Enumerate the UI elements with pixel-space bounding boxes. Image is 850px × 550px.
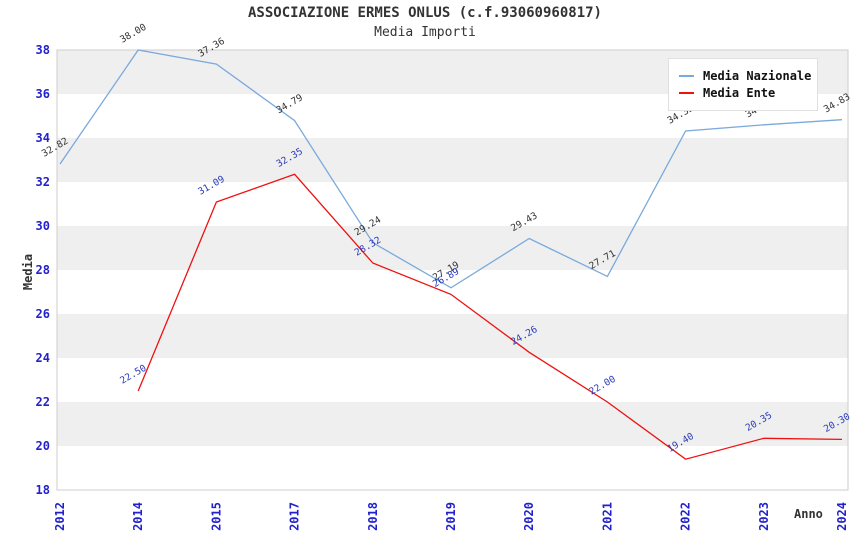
legend: Media Nazionale Media Ente xyxy=(668,58,818,111)
grid-band xyxy=(57,314,848,358)
chart-subtitle: Media Importi xyxy=(374,25,476,40)
y-tick-label: 24 xyxy=(36,351,50,365)
x-tick-label: 2020 xyxy=(522,502,536,531)
plot-border xyxy=(56,49,849,491)
x-tick-label: 2014 xyxy=(131,502,145,531)
value-label: 34.79 xyxy=(275,92,306,116)
chart-title: ASSOCIAZIONE ERMES ONLUS (c.f.9306096081… xyxy=(247,5,602,21)
x-tick-label: 2018 xyxy=(366,502,380,531)
y-axis-title: Media xyxy=(21,253,35,291)
legend-item-media-nazionale: Media Nazionale xyxy=(679,69,812,83)
value-label: 22.00 xyxy=(587,374,618,398)
y-tick-label: 28 xyxy=(36,263,50,277)
x-tick-label: 2023 xyxy=(757,502,771,531)
y-tick-label: 18 xyxy=(36,483,50,497)
x-tick-label: 2021 xyxy=(600,502,614,531)
grid-band xyxy=(57,138,848,182)
value-label: 22.50 xyxy=(118,363,149,387)
value-label: 38.00 xyxy=(118,22,149,46)
y-tick-label: 34 xyxy=(36,131,50,145)
value-label: 34.83 xyxy=(822,92,850,116)
grid-band xyxy=(57,402,848,446)
y-tick-label: 30 xyxy=(36,219,50,233)
legend-item-media-ente: Media Ente xyxy=(679,86,809,100)
legend-line-swatch-nazionale xyxy=(679,75,694,77)
x-tick-label: 2015 xyxy=(209,502,223,531)
x-tick-label: 2022 xyxy=(679,502,693,531)
y-tick-label: 32 xyxy=(36,175,50,189)
x-tick-label: 2024 xyxy=(835,502,849,531)
y-tick-label: 26 xyxy=(36,307,50,321)
y-tick-label: 36 xyxy=(36,87,50,101)
y-tick-label: 20 xyxy=(36,439,50,453)
series-line-media-nazionale xyxy=(59,49,843,289)
legend-line-swatch-ente xyxy=(679,92,694,94)
grid-band xyxy=(57,226,848,270)
y-tick-label: 22 xyxy=(36,395,50,409)
series-line-media-ente xyxy=(137,173,843,460)
x-axis-title: Anno xyxy=(794,507,823,521)
x-tick-label: 2019 xyxy=(444,502,458,531)
legend-label-media-ente: Media Ente xyxy=(703,86,776,100)
legend-label-media-nazionale: Media Nazionale xyxy=(703,69,812,83)
y-tick-label: 38 xyxy=(36,43,50,57)
x-tick-label: 2012 xyxy=(53,502,67,531)
x-tick-label: 2017 xyxy=(288,502,302,531)
